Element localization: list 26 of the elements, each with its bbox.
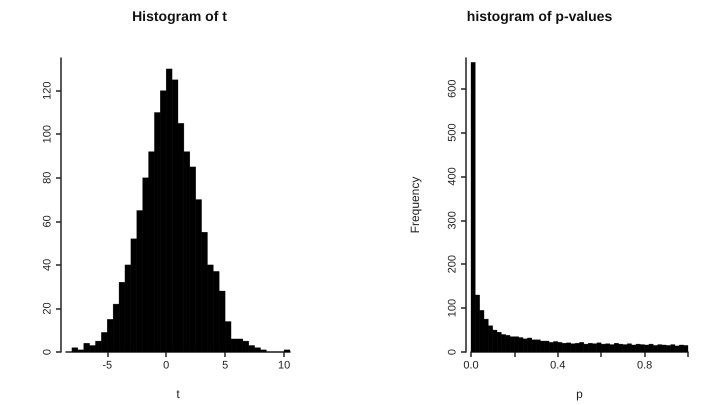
y-tick-label: 120 bbox=[42, 81, 54, 100]
y-axis-title: Frequency bbox=[408, 176, 422, 234]
y-tick-label: 100 bbox=[446, 298, 458, 318]
y-tick-label: 40 bbox=[42, 258, 54, 272]
y-tick-label: 20 bbox=[42, 302, 54, 315]
x-tick-label: 5 bbox=[222, 360, 228, 372]
y-tick-label: 100 bbox=[42, 125, 54, 144]
x-tick-label: 0 bbox=[163, 360, 170, 372]
y-tick-label: 80 bbox=[42, 172, 54, 184]
x-axis-title: p bbox=[576, 387, 584, 401]
y-tick-label: 500 bbox=[446, 123, 458, 142]
x-tick-label: 0.4 bbox=[550, 360, 566, 372]
y-tick-label: 300 bbox=[446, 211, 458, 230]
x-axis-title: t bbox=[176, 387, 180, 401]
x-tick-label: 10 bbox=[278, 360, 290, 372]
y-tick-label: 0 bbox=[446, 348, 458, 356]
x-tick-label: 0.8 bbox=[636, 360, 652, 372]
y-tick-label: 0 bbox=[42, 348, 54, 356]
y-tick-label: 200 bbox=[446, 255, 458, 274]
chart-title: histogram of p-values bbox=[466, 8, 612, 24]
y-tick-label: 400 bbox=[446, 167, 458, 186]
y-tick-label: 600 bbox=[446, 80, 458, 98]
x-tick-label: 0.0 bbox=[463, 360, 479, 372]
chart-title: Histogram of t bbox=[132, 8, 228, 24]
x-tick-label: -5 bbox=[102, 360, 112, 372]
y-tick-label: 60 bbox=[42, 215, 54, 228]
